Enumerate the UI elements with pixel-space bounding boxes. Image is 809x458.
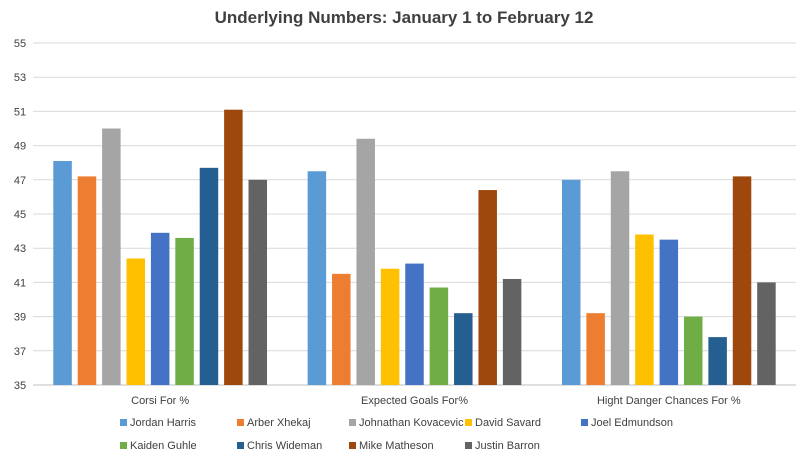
legend-swatch [349, 419, 356, 426]
y-tick-label: 51 [14, 106, 26, 118]
y-tick-label: 41 [14, 277, 26, 289]
x-category-label: Expected Goals For% [361, 395, 468, 407]
legend-item: Joel Edmundson [581, 417, 673, 429]
bar [708, 337, 727, 385]
legend-label: Kaiden Guhle [130, 440, 197, 452]
y-tick-label: 37 [14, 346, 26, 358]
legend-swatch [465, 442, 472, 449]
bar [454, 313, 473, 385]
legend-swatch [237, 419, 244, 426]
bar [224, 109, 243, 385]
legend-item: Johnathan Kovacevic [349, 417, 464, 429]
bar [757, 282, 776, 385]
legend-item: Justin Barron [465, 440, 540, 452]
legend-item: Arber Xhekaj [237, 417, 311, 429]
bar [478, 190, 497, 385]
bar [53, 160, 72, 385]
bar [380, 268, 400, 385]
y-tick-label: 45 [14, 209, 26, 221]
bar [610, 171, 630, 385]
legend-swatch [237, 442, 244, 449]
bar [102, 128, 121, 385]
bar [561, 179, 581, 385]
legend: Jordan Harris Arber Xhekaj Johnathan Kovac… [120, 417, 673, 452]
bar [356, 138, 375, 385]
legend-swatch [349, 442, 356, 449]
legend-swatch [120, 442, 127, 449]
legend-label: Mike Matheson [359, 440, 434, 452]
y-axis-ticks: 35 37 39 41 43 45 47 49 51 53 55 [14, 38, 26, 392]
legend-item: David Savard [465, 417, 541, 429]
bar [77, 176, 97, 385]
bar [405, 263, 424, 385]
bar [199, 167, 219, 385]
bar [248, 179, 268, 385]
legend-item: Chris Wideman [237, 440, 322, 452]
y-tick-label: 43 [14, 243, 26, 255]
bar [429, 287, 449, 385]
bar [635, 234, 654, 385]
x-category-label: Hight Danger Chances For % [597, 395, 741, 407]
bar [732, 176, 752, 385]
legend-item: Mike Matheson [349, 440, 434, 452]
y-tick-label: 35 [14, 380, 26, 392]
legend-swatch [120, 419, 127, 426]
x-category-label: Corsi For % [131, 395, 189, 407]
legend-label: Arber Xhekaj [247, 417, 311, 429]
x-axis-categories: Corsi For % Expected Goals For% Hight Dang… [131, 395, 741, 407]
legend-swatch [581, 419, 588, 426]
bar [683, 316, 703, 385]
legend-item: Jordan Harris [120, 417, 197, 429]
bar [332, 273, 351, 385]
y-tick-label: 47 [14, 175, 26, 187]
bar [126, 258, 146, 385]
bar [150, 232, 170, 385]
legend-label: David Savard [475, 417, 541, 429]
bar [502, 278, 522, 385]
bar [175, 237, 194, 385]
legend-label: Joel Edmundson [591, 417, 673, 429]
legend-label: Chris Wideman [247, 440, 322, 452]
y-tick-label: 49 [14, 141, 26, 153]
chart-title: Underlying Numbers: January 1 to Februar… [215, 8, 594, 27]
y-tick-label: 53 [14, 72, 26, 84]
y-tick-label: 39 [14, 312, 26, 324]
legend-label: Jordan Harris [130, 417, 197, 429]
legend-swatch [465, 419, 472, 426]
bars [53, 109, 776, 385]
legend-item: Kaiden Guhle [120, 440, 197, 452]
bar [659, 239, 679, 385]
bar [586, 313, 605, 385]
bar [307, 171, 327, 385]
legend-label: Johnathan Kovacevic [359, 417, 464, 429]
legend-label: Justin Barron [475, 440, 540, 452]
y-tick-label: 55 [14, 38, 26, 50]
